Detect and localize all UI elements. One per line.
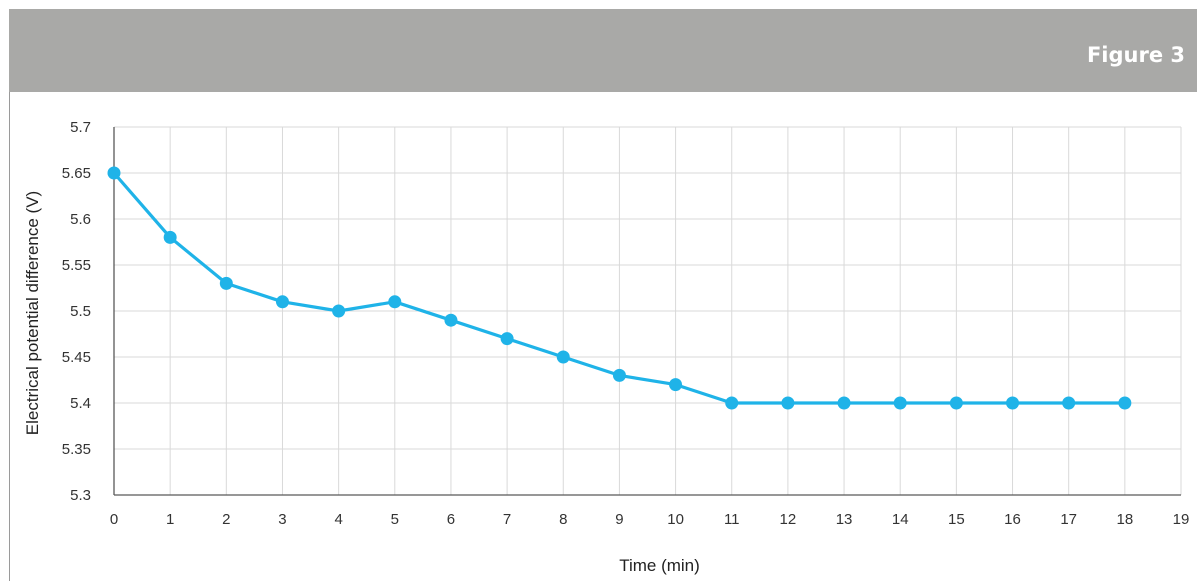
x-tick-label: 17 [1060, 511, 1077, 528]
data-point [612, 368, 626, 382]
chart-axes [113, 127, 1181, 496]
data-point [893, 396, 907, 410]
x-tick-label: 8 [559, 511, 567, 528]
y-tick-label: 5.45 [62, 349, 91, 366]
data-point [332, 304, 346, 318]
x-tick-label: 9 [615, 511, 623, 528]
x-tick-label: 0 [110, 511, 118, 528]
y-tick-label: 5.55 [62, 257, 91, 274]
data-point [1006, 396, 1020, 410]
x-tick-label: 10 [667, 511, 684, 528]
chart-series [107, 166, 1132, 410]
x-tick-label: 18 [1116, 511, 1133, 528]
y-tick-label: 5.35 [62, 441, 91, 458]
y-tick-label: 5.65 [62, 165, 91, 182]
data-point [725, 396, 739, 410]
x-tick-label: 2 [222, 511, 230, 528]
data-point [837, 396, 851, 410]
data-point [219, 276, 233, 290]
data-point [107, 166, 121, 180]
data-point [275, 295, 289, 309]
data-point [388, 295, 402, 309]
x-axis-title: Time (min) [619, 556, 700, 575]
data-point [949, 396, 963, 410]
x-tick-label: 1 [166, 511, 174, 528]
x-tick-label: 4 [334, 511, 342, 528]
y-tick-label: 5.4 [70, 395, 91, 412]
y-tick-label: 5.7 [70, 119, 91, 136]
y-tick-label: 5.6 [70, 211, 91, 228]
chart-tick-labels: 0 1 2 3 4 5 6 7 8 9 10 11 12 13 14 15 16 17 18 195.35.355.4… [62, 119, 1190, 528]
chart-grid [114, 126, 1182, 495]
x-tick-label: 3 [278, 511, 286, 528]
x-tick-label: 12 [780, 511, 797, 528]
data-point [1118, 396, 1132, 410]
data-point [444, 313, 458, 327]
data-point [669, 378, 683, 392]
figure-label: Figure 3 [1086, 43, 1185, 67]
x-tick-label: 14 [892, 511, 909, 528]
x-tick-label: 15 [948, 511, 965, 528]
data-point [556, 350, 570, 364]
data-point [500, 332, 514, 346]
x-tick-label: 13 [836, 511, 853, 528]
x-tick-label: 7 [503, 511, 511, 528]
y-tick-label: 5.3 [70, 487, 91, 504]
x-tick-label: 19 [1173, 511, 1190, 528]
x-tick-label: 11 [724, 511, 740, 528]
x-tick-label: 6 [447, 511, 455, 528]
y-tick-label: 5.5 [70, 303, 91, 320]
y-axis-title: Electrical potential difference (V) [23, 191, 42, 435]
data-point [781, 396, 795, 410]
data-point [1062, 396, 1076, 410]
x-tick-label: 5 [391, 511, 399, 528]
x-tick-label: 16 [1004, 511, 1021, 528]
figure-header-bar: Figure 3 [9, 9, 1197, 92]
figure-left-border [9, 92, 10, 581]
data-point [163, 230, 177, 244]
